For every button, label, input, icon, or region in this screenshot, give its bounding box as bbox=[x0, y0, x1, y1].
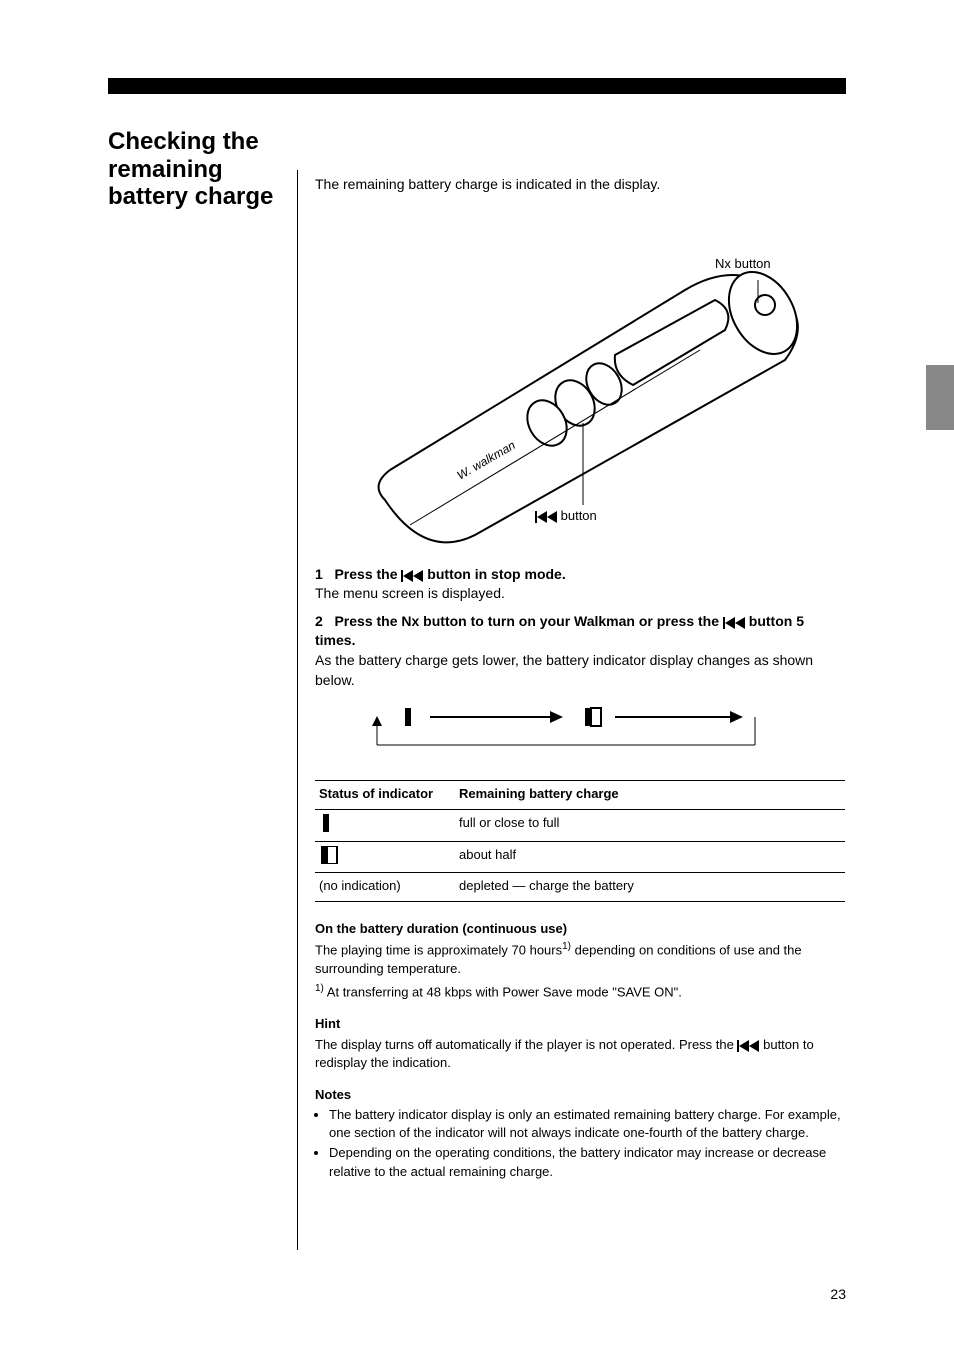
page-number: 23 bbox=[830, 1286, 846, 1302]
step-1-number: 1 bbox=[315, 566, 323, 582]
top-rule bbox=[108, 78, 846, 94]
table-row: about half bbox=[315, 841, 845, 872]
duration-title: On the battery duration (continuous use) bbox=[315, 920, 845, 938]
remaining-cell: depleted — charge the battery bbox=[455, 872, 845, 901]
battery-half-icon bbox=[319, 846, 339, 864]
rewind-icon bbox=[737, 1040, 759, 1052]
column-divider bbox=[297, 170, 298, 1250]
table-header-remaining: Remaining battery charge bbox=[455, 781, 845, 810]
hint-title: Hint bbox=[315, 1015, 845, 1033]
hint-body: The display turns off automatically if t… bbox=[315, 1036, 845, 1072]
status-cell-none: (no indication) bbox=[315, 872, 455, 901]
callout-rewind-label: button bbox=[561, 508, 597, 523]
notes-block: Notes The battery indicator display is o… bbox=[315, 1086, 845, 1181]
step-1-mid: button in stop mode. bbox=[427, 566, 565, 582]
notes-title: Notes bbox=[315, 1086, 845, 1104]
page-side-tab bbox=[926, 365, 954, 430]
table-row: full or close to full bbox=[315, 810, 845, 841]
callout-rewind-button: button bbox=[535, 507, 597, 525]
callout-nx-button: Nx button bbox=[715, 255, 771, 273]
footnote-sup: 1) bbox=[315, 983, 324, 994]
step-1-before: Press the bbox=[334, 566, 401, 582]
footnote-text: At transferring at 48 kbps with Power Sa… bbox=[324, 984, 682, 999]
battery-full-icon bbox=[319, 814, 333, 832]
device-illustration: W. walkman Nx button button bbox=[315, 235, 845, 555]
rewind-icon bbox=[723, 617, 745, 629]
duration-body: The playing time is approximately 70 hou… bbox=[315, 940, 845, 978]
notes-list: The battery indicator display is only an… bbox=[315, 1106, 845, 1181]
table-header-status: Status of indicator bbox=[315, 781, 455, 810]
step-1-after: The menu screen is displayed. bbox=[315, 584, 845, 604]
step-2: 2 Press the Nx button to turn on your Wa… bbox=[315, 612, 845, 690]
remaining-cell: full or close to full bbox=[455, 810, 845, 841]
duration-body-before: The playing time is approximately 70 hou… bbox=[315, 942, 562, 957]
table-row: (no indication) depleted — charge the ba… bbox=[315, 872, 845, 901]
hint-before: The display turns off automatically if t… bbox=[315, 1037, 737, 1052]
status-cell-full bbox=[315, 810, 455, 841]
battery-status-table: Status of indicator Remaining battery ch… bbox=[315, 780, 845, 902]
battery-flow-diagram bbox=[315, 700, 845, 770]
step-2-before: Press the Nx button to turn on your Walk… bbox=[334, 613, 722, 629]
intro-text: The remaining battery charge is indicate… bbox=[315, 175, 845, 195]
section-heading: Checking the remaining battery charge bbox=[108, 128, 288, 211]
list-item: Depending on the operating conditions, t… bbox=[329, 1144, 845, 1180]
duration-sup: 1) bbox=[562, 941, 571, 952]
main-content: The remaining battery charge is indicate… bbox=[315, 175, 845, 1183]
hint-block: Hint The display turns off automatically… bbox=[315, 1015, 845, 1072]
rewind-icon bbox=[535, 511, 557, 523]
list-item: The battery indicator display is only an… bbox=[329, 1106, 845, 1142]
step-1: 1 Press the button in stop mode. The men… bbox=[315, 565, 845, 604]
remaining-cell: about half bbox=[455, 841, 845, 872]
step-2-number: 2 bbox=[315, 613, 323, 629]
step-2-after: As the battery charge gets lower, the ba… bbox=[315, 651, 845, 690]
status-cell-half bbox=[315, 841, 455, 872]
duration-footnote: 1) At transferring at 48 kbps with Power… bbox=[315, 982, 845, 1002]
rewind-icon bbox=[401, 570, 423, 582]
battery-duration-block: On the battery duration (continuous use)… bbox=[315, 920, 845, 1001]
